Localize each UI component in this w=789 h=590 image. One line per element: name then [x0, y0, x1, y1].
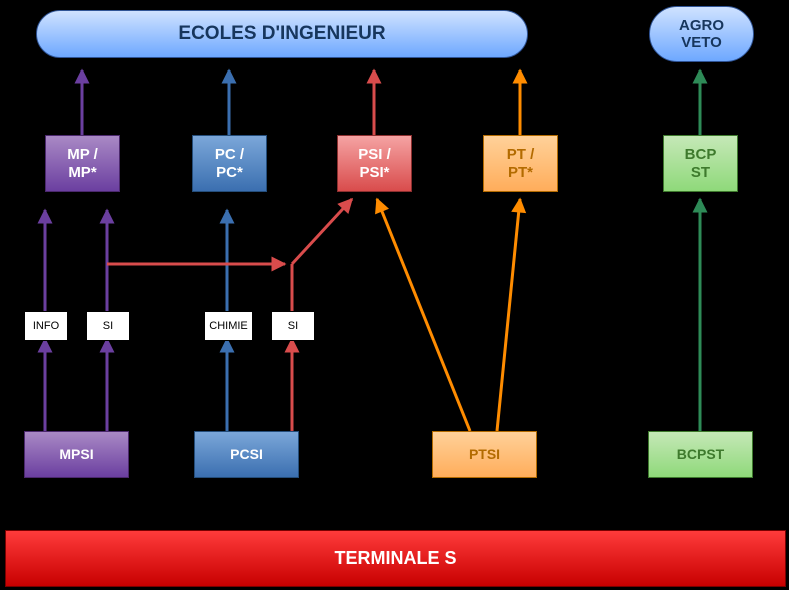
- node-ecoles-ingenieur: ECOLES D'INGENIEUR: [36, 10, 528, 58]
- node-label: PSI / PSI*: [358, 146, 391, 181]
- node-label: PTSI: [469, 446, 500, 462]
- node-pcsi: PCSI: [194, 431, 299, 478]
- node-label: MP / MP*: [67, 146, 98, 181]
- node-label: INFO: [33, 320, 59, 332]
- node-agro-veto: AGRO VETO: [649, 6, 754, 62]
- node-label: PC / PC*: [215, 146, 244, 181]
- node-label: SI: [288, 320, 298, 332]
- node-bcpst-2nd-year: BCP ST: [663, 135, 738, 192]
- node-psi: PSI / PSI*: [337, 135, 412, 192]
- node-chimie-option: CHIMIE: [204, 311, 253, 341]
- node-info-option: INFO: [24, 311, 68, 341]
- node-label: CHIMIE: [209, 320, 248, 332]
- node-label: MPSI: [59, 446, 93, 462]
- node-label: PT / PT*: [507, 146, 535, 181]
- node-mp: MP / MP*: [45, 135, 120, 192]
- node-label: BCPST: [677, 446, 724, 462]
- node-bcpst-1st-year: BCPST: [648, 431, 753, 478]
- node-label: BCP ST: [685, 146, 717, 181]
- diagram-canvas: ECOLES D'INGENIEUR AGRO VETO MP / MP* PC…: [0, 0, 789, 590]
- node-pc: PC / PC*: [192, 135, 267, 192]
- node-label: TERMINALE S: [334, 548, 456, 569]
- node-ptsi: PTSI: [432, 431, 537, 478]
- arrows-layer: [0, 0, 789, 590]
- node-mpsi: MPSI: [24, 431, 129, 478]
- node-label: PCSI: [230, 446, 263, 462]
- node-terminale-s: TERMINALE S: [5, 530, 786, 587]
- node-label: SI: [103, 320, 113, 332]
- node-si-option-pcsi: SI: [271, 311, 315, 341]
- node-pt: PT / PT*: [483, 135, 558, 192]
- node-label: AGRO VETO: [679, 17, 724, 52]
- node-label: ECOLES D'INGENIEUR: [178, 23, 385, 45]
- node-si-option-mpsi: SI: [86, 311, 130, 341]
